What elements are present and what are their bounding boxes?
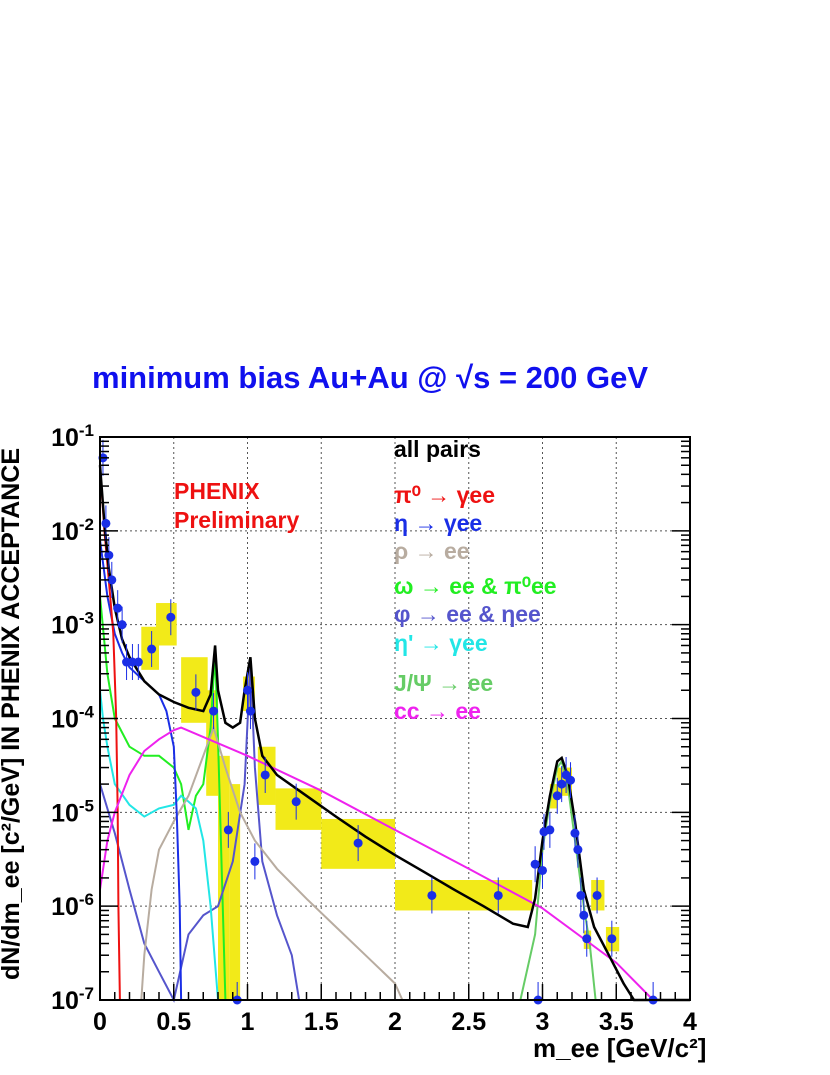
data-point	[191, 687, 201, 697]
data-point	[101, 518, 111, 528]
y-tick-label: 10-5	[51, 796, 94, 827]
legend-eta-prime: η' → γee	[394, 630, 488, 656]
curves	[98, 465, 690, 1003]
chart-title: minimum bias Au+Au @ √s = 200 GeV	[92, 360, 649, 395]
legend-charm: cc → ee	[394, 698, 481, 724]
curve--ee	[99, 690, 219, 1001]
y-axis-label: dN/dm_ee [c²/GeV] IN PHENIX ACCEPTANCE	[0, 447, 25, 980]
data-point	[566, 775, 576, 785]
preliminary-label: Preliminary	[174, 507, 300, 533]
data-point	[493, 890, 503, 900]
y-tick-label: 10-3	[51, 609, 94, 640]
x-tick-label: 2.5	[451, 1008, 486, 1036]
data-point	[223, 825, 233, 835]
x-tick-label: 0	[93, 1008, 107, 1036]
syst-box	[206, 690, 218, 796]
x-tick-label: 0.5	[156, 1008, 191, 1036]
data-point	[104, 550, 114, 560]
syst-box	[275, 788, 322, 830]
data-point	[353, 838, 363, 848]
y-tick-label: 10-2	[51, 515, 94, 546]
y-tick-label: 10-6	[51, 890, 94, 921]
data-point	[545, 825, 555, 835]
data-point	[117, 620, 127, 630]
data-point	[607, 934, 617, 944]
legend-phi: φ → ee & ηee	[394, 601, 541, 627]
data-point	[552, 791, 562, 801]
data-point	[570, 828, 580, 838]
y-tick-label: 10-7	[51, 984, 94, 1015]
data-point	[243, 685, 252, 695]
syst-box	[156, 603, 177, 646]
legend-omega: ω → ee & π⁰ee	[394, 573, 557, 599]
data-point	[166, 612, 176, 622]
data-point	[250, 856, 260, 866]
curve--ee	[140, 724, 404, 1001]
legend-jpsi: J/Ψ → ee	[394, 670, 494, 696]
x-tick-label: 3.5	[599, 1008, 634, 1036]
legend-eta: η → γee	[394, 510, 483, 536]
legend-all-pairs: all pairs	[394, 436, 481, 462]
data-point	[427, 890, 437, 900]
data-point	[573, 845, 583, 855]
data-point	[291, 797, 301, 807]
data-point	[582, 934, 592, 944]
x-tick-label: 4	[683, 1008, 697, 1036]
data-point	[147, 644, 157, 654]
data-point	[592, 890, 602, 900]
x-tick-label: 1.5	[304, 1008, 339, 1036]
legend-rho: ρ → ee	[394, 538, 470, 564]
syst-box	[229, 784, 241, 1000]
data-point	[133, 657, 143, 667]
data-point	[530, 859, 540, 869]
curve-cc-ee	[99, 726, 690, 1001]
x-tick-label: 1	[241, 1008, 255, 1036]
y-tick-label: 10-1	[51, 421, 94, 452]
axis-ticks	[99, 436, 691, 1001]
data-point	[579, 910, 589, 920]
y-tick-label: 10-4	[51, 703, 94, 734]
syst-box	[218, 755, 230, 1000]
data-point	[107, 575, 117, 585]
data-point	[113, 603, 123, 613]
x-tick-label: 3	[536, 1008, 550, 1036]
data-point	[209, 706, 219, 716]
data-points	[98, 439, 658, 1005]
data-point	[245, 706, 255, 716]
curve--ee-ee	[99, 596, 227, 1001]
phenix-label: PHENIX	[174, 478, 260, 504]
curve--ee-ee	[99, 661, 301, 1003]
x-axis-label: m_ee [GeV/c²]	[533, 1033, 707, 1063]
data-point	[538, 865, 547, 875]
x-tick-label: 2	[388, 1008, 402, 1036]
legend-pi0: π⁰ → γee	[394, 482, 495, 508]
tick-labels: 0 0.5 1 1.5 2 2.5 3 3.5 4 10-1 10-2 10-3 10-4 10-5 10-…	[51, 421, 697, 1036]
data-point	[576, 890, 586, 900]
data-point	[557, 779, 567, 789]
data-point	[260, 770, 270, 780]
